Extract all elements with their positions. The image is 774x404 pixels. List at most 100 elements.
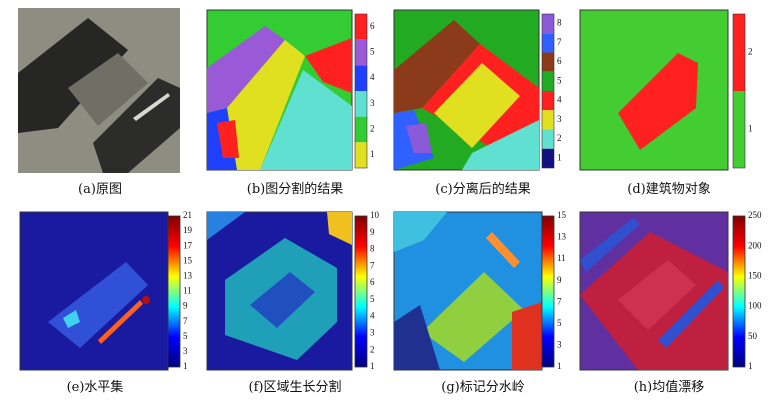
colorbar-tick-label: 3	[370, 98, 375, 108]
region	[422, 272, 524, 362]
colorbar-block	[355, 142, 367, 168]
dark-roof	[18, 18, 128, 133]
colorbar-block	[355, 65, 367, 91]
region	[658, 280, 724, 348]
colorbar-tick-label: 3	[370, 328, 375, 338]
panel-d: 21	[579, 9, 753, 171]
region	[512, 302, 542, 370]
colorbar-tick-label: 4	[370, 72, 375, 82]
region	[305, 38, 352, 93]
colorbar-block	[542, 129, 554, 149]
panel-g: 15 13 11 9 7 5 3 1	[393, 210, 567, 371]
colorbar-tick-label: 3	[183, 346, 188, 356]
colorbar-frame	[732, 215, 746, 368]
region	[48, 262, 148, 348]
roof	[68, 53, 148, 126]
colorbar-block	[355, 39, 367, 66]
panel-a	[18, 8, 180, 173]
caption: (a)原图	[78, 182, 122, 197]
colorbar-block	[542, 33, 554, 53]
caption: (g)标记分水岭	[441, 380, 525, 395]
colorbar	[541, 215, 555, 368]
colorbar-block	[355, 91, 367, 117]
colorbar-tick-label: 5	[557, 318, 562, 328]
colorbar-tick-label: 19	[183, 225, 193, 235]
caption: (b)图分割的结果	[246, 182, 344, 197]
colorbar-tick-label: 8	[370, 244, 375, 254]
colorbar-tick-label: 1	[370, 361, 375, 371]
colorbar-tick-label: 5	[370, 47, 375, 57]
panel-e: 21 19 17 15 13 11 9 7 5 3 1	[19, 210, 193, 371]
colorbar-block	[542, 71, 554, 91]
region	[580, 218, 640, 272]
region	[260, 70, 352, 170]
colorbar	[167, 215, 181, 368]
region	[394, 305, 440, 370]
colorbar-tick-label: 21	[183, 210, 192, 220]
region	[63, 310, 80, 328]
colorbar-tick-label: 4	[370, 311, 375, 321]
region	[618, 260, 696, 330]
colorbar-block	[355, 116, 367, 143]
panel-f: 10 9 8 7 6 5 4 3 2 1	[206, 210, 380, 371]
region	[142, 296, 150, 304]
colorbar-tick-label: 11	[557, 253, 566, 263]
colorbar	[732, 215, 746, 368]
colorbar-block	[542, 91, 554, 111]
colorbar-tick-label: 1	[557, 361, 562, 371]
colorbar-tick-label: 5	[557, 75, 562, 85]
colorbar-tick-label: 13	[183, 270, 193, 280]
colorbar-tick-label: 1	[748, 361, 753, 371]
colorbar-tick-label: 7	[183, 316, 188, 326]
colorbar-tick-label: 9	[183, 301, 188, 311]
colorbar-tick-label: 1	[370, 149, 375, 159]
caption: (c)分离后的结果	[435, 182, 531, 197]
colorbar-tick-label: 9	[370, 227, 375, 237]
colorbar-block	[542, 110, 554, 130]
colorbar-block	[355, 14, 367, 40]
colorbar-tick-label: 13	[557, 232, 567, 242]
colorbar-tick-label: 2	[557, 133, 562, 143]
colorbar-tick-label: 3	[557, 114, 562, 124]
colorbar-tick-label: 7	[557, 296, 562, 306]
panel-c: 8 7 6 5 4 3 2 1	[393, 9, 562, 171]
region	[394, 212, 447, 252]
colorbar-tick-label: 5	[183, 331, 188, 341]
colorbar-tick-label: 6	[370, 277, 375, 287]
region	[250, 272, 315, 328]
colorbar-frame	[167, 215, 181, 368]
colorbar-tick-label: 3	[557, 339, 562, 349]
segmentation-image	[206, 9, 353, 171]
region	[406, 123, 432, 153]
region	[227, 40, 305, 170]
region	[462, 120, 539, 170]
region	[207, 212, 245, 240]
region	[217, 120, 239, 158]
caption: (h)均值漂移	[633, 380, 705, 395]
colorbar-tick-label: 5	[370, 294, 375, 304]
colorbar-block	[733, 14, 745, 91]
colorbar-tick-label: 100	[748, 301, 762, 311]
region	[327, 212, 352, 245]
colorbar-tick-label: 7	[370, 260, 375, 270]
colorbar-tick-label: 15	[557, 210, 567, 220]
colorbar-block	[542, 52, 554, 72]
caption: (e)水平集	[66, 380, 124, 395]
segmentation-image	[393, 9, 540, 171]
region	[98, 300, 143, 344]
panel-h: 250 200 150 100 50 1	[579, 210, 762, 371]
colorbar	[354, 215, 368, 368]
colorbar-tick-label: 17	[183, 240, 193, 250]
colorbar-tick-label: 2	[370, 344, 375, 354]
colorbar-tick-label: 1	[183, 361, 188, 371]
colorbar-frame	[541, 215, 555, 368]
colorbar-block	[542, 14, 554, 34]
colorbar-tick-label: 6	[557, 56, 562, 66]
colorbar-tick-label: 2	[370, 124, 375, 134]
colorbar-frame	[354, 13, 368, 169]
colorbar-frame	[732, 13, 746, 169]
colorbar-tick-label: 7	[557, 37, 562, 47]
colorbar-tick-label: 1	[557, 152, 562, 162]
colorbar-block	[733, 91, 745, 168]
